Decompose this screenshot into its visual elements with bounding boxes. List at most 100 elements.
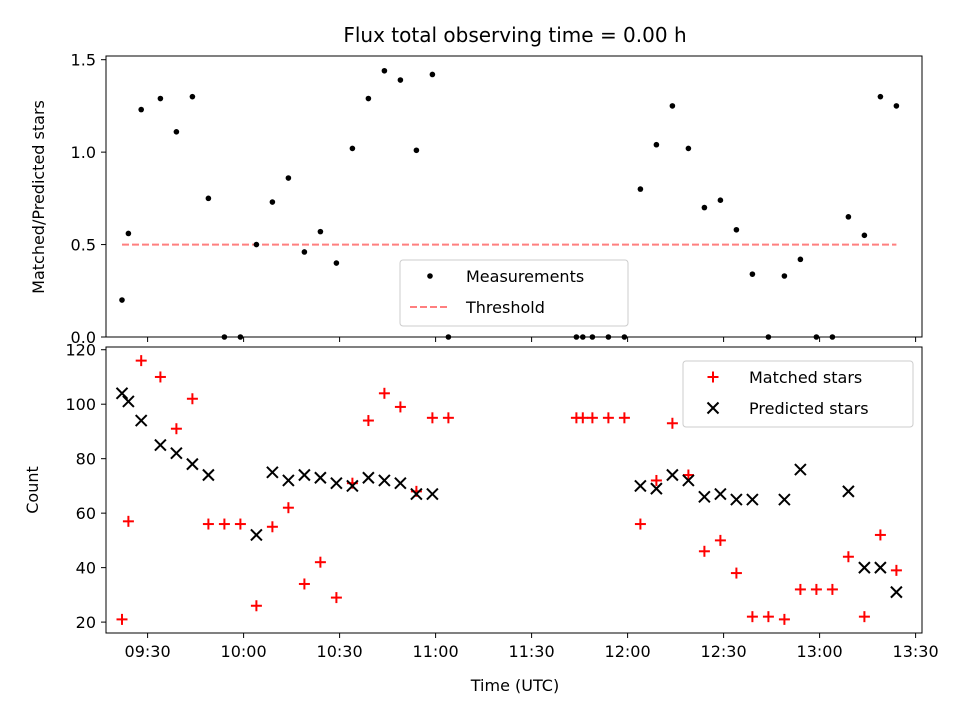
top-y-tick-label: 0.0	[71, 328, 96, 347]
matched-star-point	[314, 556, 326, 568]
measurement-point	[580, 334, 586, 340]
figure-title: Flux total observing time = 0.00 h	[343, 23, 686, 47]
measurement-point	[253, 241, 260, 248]
predicted-star-point	[362, 471, 375, 484]
measurement-point	[605, 334, 612, 340]
measurement-point	[653, 141, 660, 148]
bottom-legend: Matched stars Predicted stars	[682, 360, 914, 428]
matched-star-point	[577, 412, 589, 424]
matched-star-point	[266, 521, 278, 533]
matched-star-point	[778, 613, 790, 625]
measurement-point	[797, 256, 804, 263]
legend-box	[399, 259, 629, 327]
measurement-point	[397, 77, 404, 83]
x-tick-label: 12:00	[605, 642, 651, 661]
bottom-axes-frame	[105, 346, 923, 634]
bottom-y-tick-label: 20	[76, 613, 96, 632]
matched-star-point	[116, 613, 128, 625]
measurement-point	[749, 271, 756, 277]
legend-marker	[706, 401, 720, 415]
measurement-point	[845, 214, 852, 220]
bottom-y-tick-label: 60	[76, 504, 96, 523]
x-tick-label: 10:30	[317, 642, 363, 661]
predicted-star-point	[874, 561, 887, 574]
matched-star-point	[602, 412, 614, 424]
predicted-star-point	[378, 474, 391, 487]
matched-star-point	[634, 518, 646, 530]
measurement-point	[637, 186, 644, 192]
top-legend: Measurements Threshold	[399, 259, 629, 327]
measurement-point	[221, 334, 228, 340]
matched-star-point	[218, 518, 230, 530]
measurement-point	[349, 145, 356, 152]
matched-star-point	[698, 545, 710, 557]
matched-star-point	[810, 583, 822, 595]
measurement-point	[205, 195, 212, 202]
matched-star-point	[202, 518, 214, 530]
measurement-point	[285, 175, 292, 181]
matched-star-point	[714, 534, 726, 546]
measurement-point	[237, 334, 244, 340]
top-y-axis-label: Matched/Predicted stars	[29, 100, 48, 294]
measurement-point	[765, 334, 772, 340]
legend-label: Predicted stars	[749, 399, 869, 418]
predicted-star-point	[154, 438, 167, 452]
matched-star-point	[330, 592, 342, 604]
predicted-star-point	[266, 466, 279, 479]
measurement-point	[861, 232, 868, 239]
predicted-star-point	[842, 485, 855, 498]
matched-star-point	[186, 393, 198, 405]
legend-label: Threshold	[465, 298, 545, 317]
x-axis-label: Time (UTC)	[470, 676, 559, 695]
matched-star-point	[298, 578, 310, 590]
matched-star-point	[442, 412, 454, 424]
measurement-point	[701, 204, 708, 211]
measurement-point	[317, 228, 324, 235]
predicted-star-point	[115, 387, 129, 400]
x-tick-label: 12:30	[701, 642, 747, 661]
predicted-star-point	[698, 490, 711, 504]
x-tick-label: 13:00	[797, 642, 843, 661]
x-tick-label: 11:30	[509, 642, 555, 661]
top-axes-frame	[105, 55, 923, 338]
measurement-point	[717, 197, 724, 203]
bottom-y-tick-label: 40	[76, 559, 96, 578]
matched-star-point	[730, 567, 742, 579]
matched-star-point	[586, 412, 598, 424]
measurement-point	[333, 260, 340, 266]
predicted-star-point	[330, 476, 343, 490]
predicted-star-point	[314, 471, 327, 484]
matched-star-point	[282, 502, 294, 514]
matched-star-point	[874, 529, 886, 541]
predicted-star-point	[730, 493, 743, 506]
measurement-point	[119, 297, 125, 303]
matched-star-point	[122, 515, 134, 527]
measurement-point	[829, 334, 836, 340]
top-y-tick-label: 1.0	[71, 143, 96, 162]
predicted-star-point	[122, 395, 135, 408]
x-tick-label: 10:00	[221, 642, 267, 661]
predicted-star-point	[410, 487, 423, 501]
measurement-point	[877, 93, 884, 100]
matched-star-point	[234, 518, 246, 530]
measurement-point	[733, 226, 740, 233]
matched-star-point	[746, 611, 758, 623]
measurement-point	[365, 95, 372, 102]
measurement-point	[813, 334, 820, 340]
predicted-star-point	[426, 487, 439, 501]
matched-star-point	[154, 371, 166, 383]
top-y-tick-label: 1.5	[71, 51, 96, 70]
top-plot-area: 0.0 0.5 1.0 1.5	[71, 51, 923, 347]
matched-star-point	[890, 564, 902, 576]
measurement-point	[173, 128, 180, 135]
top-y-tick-label: 0.5	[71, 236, 96, 255]
predicted-star-point	[298, 468, 311, 482]
legend-label: Matched stars	[749, 368, 862, 387]
legend-label: Measurements	[466, 267, 584, 286]
matched-star-point	[650, 474, 662, 486]
predicted-star-point	[794, 463, 807, 476]
measurement-point	[445, 334, 452, 340]
predicted-star-point	[634, 479, 647, 493]
measurement-point	[621, 334, 628, 340]
